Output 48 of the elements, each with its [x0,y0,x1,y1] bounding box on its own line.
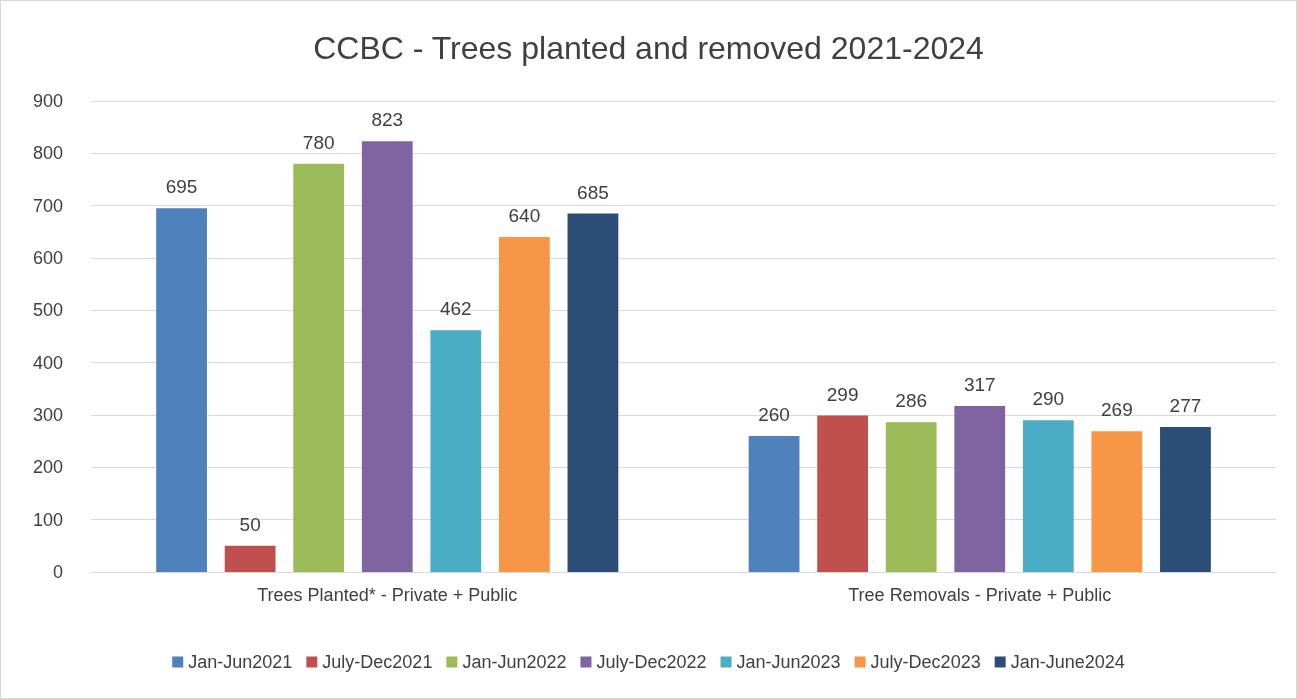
bar [954,406,1006,572]
bar [498,237,550,572]
y-tick-label: 200 [32,457,63,478]
bar [430,330,482,572]
legend-label: July-Dec2021 [322,652,433,672]
y-tick-label: 600 [32,248,63,268]
bar [1022,420,1074,572]
bar [1091,431,1143,572]
legend-label: July-Dec2023 [870,652,981,672]
data-label: 640 [508,205,541,227]
data-label: 260 [758,403,790,425]
data-label: 277 [1169,395,1202,417]
bar [748,435,800,572]
y-tick-label: 900 [32,91,63,111]
y-tick-label: 300 [32,405,63,425]
y-tick-label: 700 [32,195,63,216]
y-tick-label: 400 [32,352,63,373]
y-tick-label: 500 [32,300,63,321]
bar [885,422,937,572]
data-label: 695 [165,176,198,198]
legend-label: Jan-June2024 [1010,652,1125,672]
y-tick-label: 800 [32,143,63,164]
bar [1160,427,1211,572]
data-label: 50 [239,513,261,535]
bar [293,163,345,572]
x-tick-label: Trees Planted* - Private + Public [257,585,518,605]
bar [361,141,413,572]
data-label: 685 [577,181,609,203]
legend-label: Jan-Jun2021 [188,652,293,672]
legend-label: Jan-Jun2023 [736,652,841,672]
y-tick-label: 0 [52,562,63,582]
data-label: 299 [826,383,859,405]
data-label: 462 [439,298,472,320]
legend-label: Jan-Jun2022 [462,652,567,672]
bar [156,208,207,572]
data-label: 317 [963,374,996,396]
bar [817,415,869,572]
x-tick-label: Tree Removals - Private + Public [848,585,1112,605]
data-label: 286 [895,390,928,412]
data-label: 290 [1032,388,1065,410]
bar [224,545,276,572]
data-label: 269 [1101,399,1133,421]
chart-title: CCBC - Trees planted and removed 2021-2024 [313,30,984,66]
y-tick-label: 100 [32,509,63,530]
data-label: 780 [302,131,335,153]
bar [567,213,619,572]
data-label: 823 [371,109,404,131]
legend-label: July-Dec2022 [596,652,707,672]
